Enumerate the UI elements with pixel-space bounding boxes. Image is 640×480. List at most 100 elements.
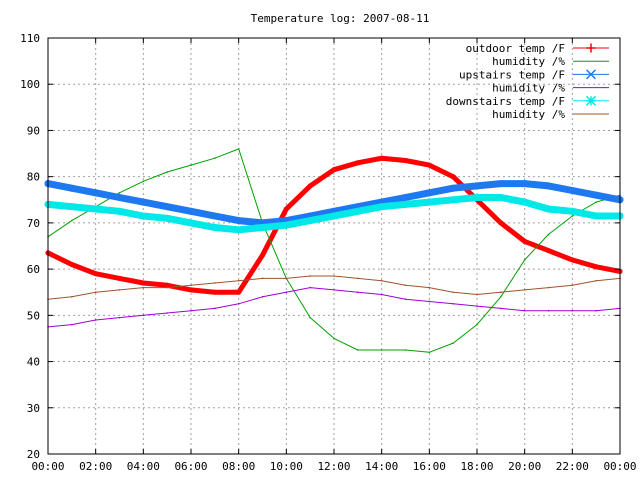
data-point <box>283 206 289 212</box>
x-tick-label: 00:00 <box>31 460 64 473</box>
data-point <box>498 220 504 226</box>
data-point <box>118 316 121 319</box>
data-point <box>140 280 146 286</box>
data-point <box>592 212 600 220</box>
data-point <box>547 233 550 236</box>
data-point <box>569 257 575 263</box>
data-point <box>282 221 290 229</box>
y-axis-ticks: 20 30 40 50 60 70 80 90 100 110 <box>20 32 620 461</box>
data-point <box>285 277 288 280</box>
data-point <box>71 296 73 298</box>
data-point <box>425 198 433 206</box>
data-point <box>380 279 383 282</box>
data-point <box>190 164 192 166</box>
data-point <box>309 286 311 289</box>
data-point <box>500 307 502 310</box>
data-point <box>235 226 243 234</box>
data-point <box>452 291 454 294</box>
data-point <box>214 282 216 284</box>
data-point <box>497 180 505 188</box>
data-point <box>235 217 243 225</box>
x-tick-label: 00:00 <box>603 460 636 473</box>
data-point <box>333 289 335 291</box>
data-point <box>142 286 145 289</box>
legend-entry: humidity /% <box>492 82 609 95</box>
data-point <box>118 192 121 194</box>
x-tick-label: 10:00 <box>270 460 303 473</box>
y-tick-label: 20 <box>27 448 40 461</box>
data-point <box>259 224 266 232</box>
data-point <box>214 157 216 159</box>
data-point <box>595 279 597 282</box>
data-point <box>571 284 574 287</box>
data-point <box>380 293 383 296</box>
data-point <box>452 342 454 344</box>
data-point <box>164 282 170 288</box>
y-tick-label: 30 <box>27 402 40 415</box>
data-point <box>428 300 431 303</box>
data-point <box>450 174 456 180</box>
y-tick-label: 80 <box>27 171 40 184</box>
data-point <box>428 286 431 289</box>
data-point <box>212 289 218 295</box>
data-point <box>545 182 552 190</box>
data-point <box>71 219 73 222</box>
x-tick-label: 22:00 <box>556 460 589 473</box>
x-tick-label: 18:00 <box>460 460 493 473</box>
data-point <box>237 279 240 282</box>
data-point <box>595 309 597 312</box>
data-point <box>357 291 359 294</box>
data-point <box>522 238 528 244</box>
data-point <box>116 193 123 201</box>
data-point <box>404 349 407 351</box>
data-point <box>214 307 216 310</box>
data-point <box>449 184 457 192</box>
x-tick-label: 16:00 <box>413 460 446 473</box>
data-point <box>404 284 407 287</box>
data-point <box>261 296 264 298</box>
legend-entry: upstairs temp /F <box>459 68 609 81</box>
data-point <box>92 189 100 197</box>
data-point <box>546 248 551 254</box>
data-point <box>402 200 409 208</box>
data-point <box>331 167 337 173</box>
data-point <box>476 305 478 307</box>
y-tick-label: 110 <box>20 32 40 45</box>
data-point <box>330 212 338 220</box>
data-point <box>94 291 97 294</box>
data-point <box>68 184 76 192</box>
data-point <box>476 293 478 296</box>
data-point <box>187 219 195 227</box>
data-point <box>404 298 407 300</box>
legend-label: outdoor temp /F <box>466 42 565 55</box>
data-point <box>142 180 145 183</box>
x-tick-label: 20:00 <box>508 460 541 473</box>
data-point <box>571 215 574 217</box>
data-point <box>190 309 192 312</box>
data-point <box>500 291 502 294</box>
data-point <box>428 351 431 354</box>
legend-label: upstairs temp /F <box>459 68 565 81</box>
data-point <box>187 207 195 215</box>
data-point <box>403 157 408 163</box>
y-tick-label: 70 <box>27 217 40 230</box>
data-point <box>309 316 311 319</box>
data-point <box>93 271 99 277</box>
data-point <box>592 191 600 199</box>
data-point <box>236 289 242 295</box>
legend-marker <box>585 69 597 80</box>
x-tick-label: 08:00 <box>222 460 255 473</box>
data-point <box>426 162 432 168</box>
legend-marker <box>585 95 597 106</box>
data-point <box>92 205 100 213</box>
data-point <box>497 193 505 201</box>
data-point <box>449 196 457 204</box>
data-point <box>116 207 123 215</box>
data-point <box>142 314 145 317</box>
legend-entry: outdoor temp /F <box>466 42 609 55</box>
data-point <box>94 319 97 321</box>
legend-label: humidity /% <box>492 108 565 121</box>
data-point <box>118 289 121 291</box>
data-point <box>139 212 147 220</box>
